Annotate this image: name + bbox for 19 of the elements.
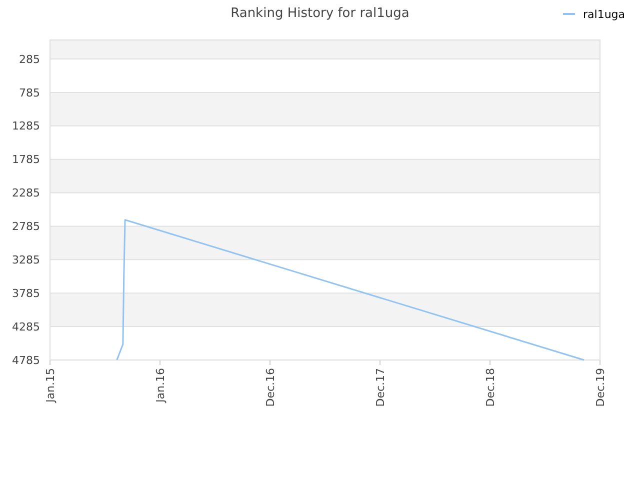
y-tick-label: 3285 [12,254,40,267]
x-tick-label: Dec.18 [484,368,497,407]
y-tick-label: 2285 [12,186,40,200]
y-tick-label: 2785 [12,220,40,234]
x-tick-label: Jan.16 [154,368,167,404]
line-series [116,219,585,361]
x-tick-label: Jan.15 [44,368,57,404]
chart-title: Ranking History for ral1uga [230,6,410,21]
y-tick-label: 4785 [12,354,40,367]
y-tick-label: 785 [19,86,40,100]
y-tick-label: 285 [19,52,40,66]
y-tick-label: 1285 [12,120,40,133]
x-tick-label: Dec.19 [594,368,607,407]
y-tick-label: 3785 [12,286,40,300]
legend-label: ral1uga [583,8,626,21]
y-tick-label: 4285 [12,320,40,334]
y-tick-label: 1785 [12,153,40,166]
x-tick-label: Dec.16 [264,368,277,407]
x-tick-label: Dec.17 [374,368,387,407]
